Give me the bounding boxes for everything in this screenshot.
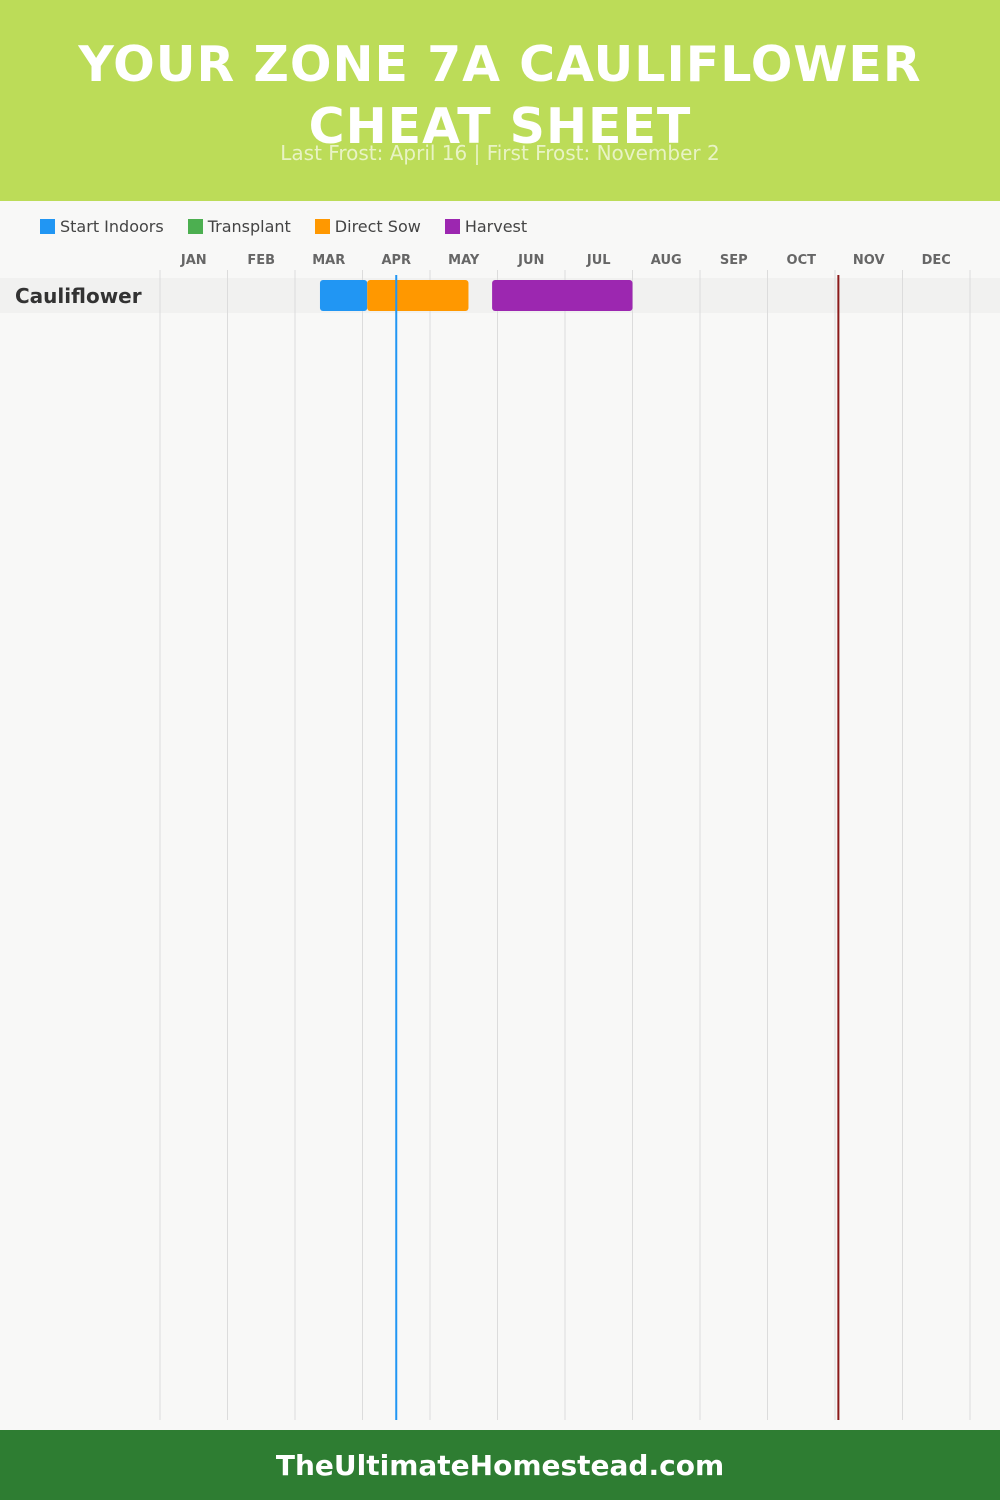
- footer-website[interactable]: TheUltimateHomestead.com: [275, 1448, 725, 1482]
- legend-label-start-indoors: Start Indoors: [60, 216, 164, 236]
- frost-dates-subtitle: Last Frost: April 16 | First Frost: Nove…: [280, 141, 720, 165]
- month-label-may: MAY: [448, 253, 480, 268]
- crop-label: Cauliflower: [15, 284, 142, 308]
- footer-banner: TheUltimateHomestead.com: [0, 1430, 1000, 1500]
- month-label-feb: FEB: [247, 253, 275, 268]
- legend-swatch-start-indoors: [40, 218, 55, 234]
- month-label-aug: AUG: [651, 253, 682, 268]
- legend-swatch-transplant: [187, 218, 203, 234]
- month-label-sep: SEP: [720, 253, 748, 268]
- month-label-mar: MAR: [312, 253, 345, 268]
- header-banner: YOUR ZONE 7A CAULIFLOWER CHEAT SHEET Las…: [0, 0, 1000, 201]
- month-label-oct: OCT: [787, 253, 817, 268]
- legend-item-start-indoors: Start Indoors: [40, 217, 164, 236]
- planting-calendar-chart: JAN FEB MAR APR MAY JUN JUL AUG SEP OCT NOV DEC Caul…: [15, 253, 971, 1420]
- bar-harvest: [492, 280, 633, 311]
- legend-item-harvest: Harvest: [444, 216, 528, 236]
- month-label-nov: NOV: [853, 253, 885, 268]
- legend-swatch-direct-sow: [314, 218, 330, 234]
- page-title: YOUR ZONE 7A CAULIFLOWER CHEAT SHEET: [78, 36, 922, 155]
- month-label-jan: JAN: [180, 253, 207, 268]
- month-label-jul: JUL: [586, 253, 611, 268]
- legend-item-transplant: Transplant: [187, 216, 291, 236]
- bar-start-indoors: [319, 280, 368, 311]
- legend-swatch-harvest: [444, 218, 460, 234]
- month-label-dec: DEC: [922, 253, 951, 268]
- month-label-apr: APR: [381, 253, 411, 268]
- bar-direct-sow: [367, 280, 469, 311]
- legend-label-transplant: Transplant: [207, 216, 291, 236]
- month-label-jun: JUN: [517, 253, 544, 268]
- legend-label-direct-sow: Direct Sow: [334, 216, 421, 236]
- legend-item-direct-sow: Direct Sow: [314, 216, 421, 236]
- legend: Start Indoors Transplant Direct Sow Harv…: [40, 214, 551, 238]
- legend-label-harvest: Harvest: [464, 216, 528, 236]
